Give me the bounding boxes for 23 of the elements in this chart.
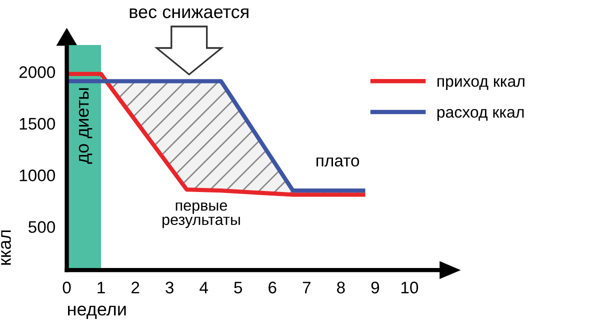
x-tick-label: 3	[166, 282, 174, 294]
y-tick-label: 2000	[19, 66, 56, 78]
annotation: первые результаты	[162, 202, 240, 228]
legend-label: приход ккал	[437, 78, 524, 90]
x-tick-label: 6	[268, 282, 276, 294]
x-tick-label: 10	[401, 282, 418, 294]
y-tick-label: 500	[28, 221, 56, 233]
y-axis-title: ккал	[1, 230, 11, 265]
x-tick-label: 0	[62, 282, 71, 294]
legend-label: расход ккал	[437, 108, 524, 121]
y-tick-label: 1500	[20, 118, 56, 130]
text: вес снижается	[130, 8, 248, 18]
x-tick-label: 7	[302, 282, 310, 294]
x-tick-label: 4	[200, 282, 208, 294]
x-tick-label: 8	[337, 282, 345, 294]
x-tick-label: 1	[98, 282, 105, 294]
x-tick-label: 5	[234, 282, 242, 294]
x-tick-label: 2	[132, 282, 140, 294]
x-axis-title: недели	[68, 306, 126, 319]
y-tick-label: 1000	[20, 170, 56, 182]
band-label: до диеты	[78, 88, 92, 164]
x-tick-label: 9	[371, 282, 380, 294]
annotation: плато	[316, 157, 360, 167]
